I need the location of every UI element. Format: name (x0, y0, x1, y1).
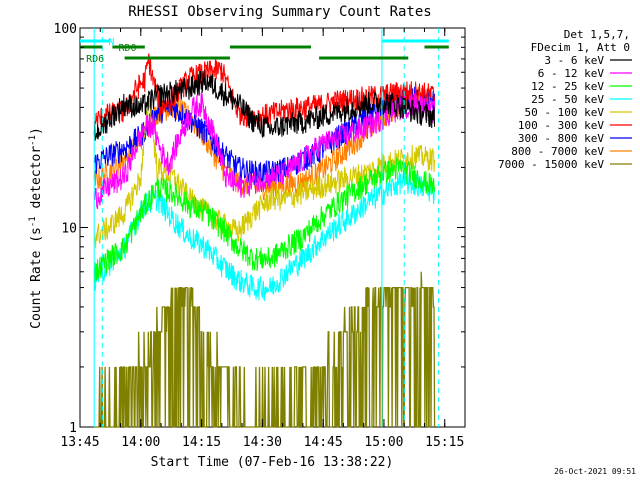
axes: 13:45 14:00 14:15 14:30 14:45 15:00 15:15 100 10… (54, 22, 466, 450)
x-tick-label: 14:00 (121, 435, 160, 450)
series-line (93, 69, 436, 141)
y-tick-label: 1 (69, 421, 77, 436)
y-axis-label-group: Count Rate (s-1 detector-1) (28, 127, 44, 329)
legend-label: 100 - 300 keV (518, 119, 604, 132)
series-line (93, 157, 436, 283)
legend-header-line-1: Det 1,5,7, (564, 28, 630, 41)
y-label-end: ) (29, 127, 44, 135)
series-line (93, 92, 436, 210)
status-bar-n: N (80, 37, 449, 48)
series-800-7000-kev (93, 86, 436, 201)
y-axis-label: Count Rate (s-1 detector-1) (28, 127, 44, 329)
y-label-exp2: -1 (28, 135, 38, 146)
status-label: RD6 (86, 54, 104, 65)
footer-timestamp: 26-Oct-2021 09:51 (554, 467, 636, 476)
x-tick-label: 15:00 (364, 435, 403, 450)
y-label-mid: detector (29, 146, 44, 217)
status-label: N (108, 37, 114, 48)
y-label-exp1: -1 (28, 216, 38, 227)
y-tick-label: 10 (61, 222, 77, 237)
series-7000-15000-kev (94, 271, 436, 428)
x-tick-label: 15:15 (425, 435, 464, 450)
status-bar-rd6: RD6 (86, 54, 409, 65)
x-tick-label: 14:45 (304, 435, 343, 450)
legend-label: 300 - 800 keV (518, 132, 604, 145)
legend-label: 25 - 50 keV (531, 93, 604, 106)
legend-label: 6 - 12 keV (538, 67, 605, 80)
series-line (94, 271, 436, 428)
series-6-12-kev (93, 92, 436, 210)
series-12-25-kev (93, 157, 436, 283)
chart-title: RHESSI Observing Summary Count Rates (128, 4, 431, 20)
legend-header-line-2: FDecim 1, Att 0 (531, 41, 630, 54)
legend-label: 50 - 100 keV (525, 106, 605, 119)
y-tick-label: 100 (54, 22, 77, 37)
legend-label: 800 - 7000 keV (511, 145, 604, 158)
legend-label: 7000 - 15000 keV (498, 158, 604, 171)
y-label-base: Count Rate (s (29, 227, 44, 329)
x-tick-label: 13:45 (60, 435, 99, 450)
status-bar-rd0: RD0 (80, 43, 449, 54)
data-layer (93, 28, 440, 428)
legend-label: 12 - 25 keV (531, 80, 604, 93)
series-line (93, 86, 436, 201)
series-25-50-kev (93, 171, 436, 302)
x-axis-label: Start Time (07-Feb-16 13:38:22) (151, 455, 394, 470)
status-bars: N RD0 RD6 (80, 37, 449, 65)
x-tick-label: 14:30 (243, 435, 282, 450)
series-line (93, 171, 436, 302)
status-label: RD0 (119, 43, 137, 54)
x-tick-label: 14:15 (182, 435, 221, 450)
legend-label: 3 - 6 keV (544, 54, 604, 67)
series-3-6-kev (93, 69, 436, 141)
